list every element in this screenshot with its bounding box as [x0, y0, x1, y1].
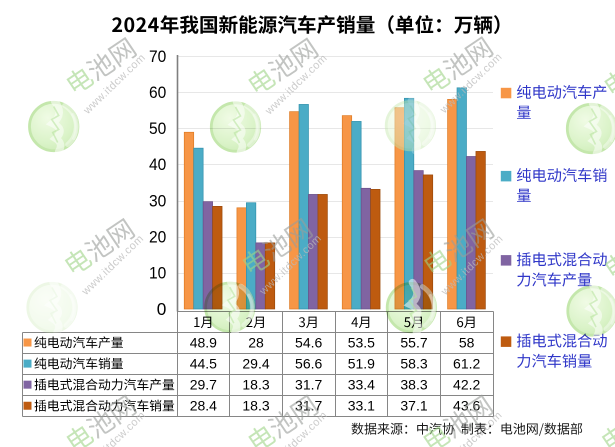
- svg-text:29.7: 29.7: [190, 376, 217, 392]
- svg-text:70: 70: [149, 48, 166, 66]
- svg-text:58.3: 58.3: [400, 355, 427, 371]
- svg-text:28.4: 28.4: [190, 398, 217, 414]
- svg-text:10: 10: [149, 265, 166, 283]
- svg-text:33.4: 33.4: [348, 376, 375, 392]
- svg-text:50: 50: [149, 120, 166, 138]
- svg-text:31.7: 31.7: [295, 376, 322, 392]
- svg-text:54.6: 54.6: [295, 334, 322, 350]
- svg-text:33.1: 33.1: [348, 398, 375, 414]
- svg-text:40: 40: [149, 156, 166, 174]
- svg-text:28: 28: [248, 334, 264, 350]
- svg-text:20: 20: [149, 229, 166, 247]
- svg-text:0: 0: [157, 299, 167, 319]
- svg-text:44.5: 44.5: [190, 355, 217, 371]
- svg-text:56.6: 56.6: [295, 355, 322, 371]
- svg-text:37.1: 37.1: [400, 398, 427, 414]
- svg-text:53.5: 53.5: [348, 334, 375, 350]
- svg-text:60: 60: [149, 84, 166, 102]
- svg-text:58: 58: [459, 334, 475, 350]
- svg-text:18.3: 18.3: [242, 376, 269, 392]
- svg-text:18.3: 18.3: [242, 398, 269, 414]
- svg-text:29.4: 29.4: [242, 355, 269, 371]
- svg-text:51.9: 51.9: [348, 355, 375, 371]
- svg-text:42.2: 42.2: [453, 376, 480, 392]
- svg-text:30: 30: [149, 192, 166, 210]
- svg-text:61.2: 61.2: [453, 355, 480, 371]
- svg-text:48.9: 48.9: [190, 334, 217, 350]
- svg-text:55.7: 55.7: [400, 334, 427, 350]
- svg-text:38.3: 38.3: [400, 376, 427, 392]
